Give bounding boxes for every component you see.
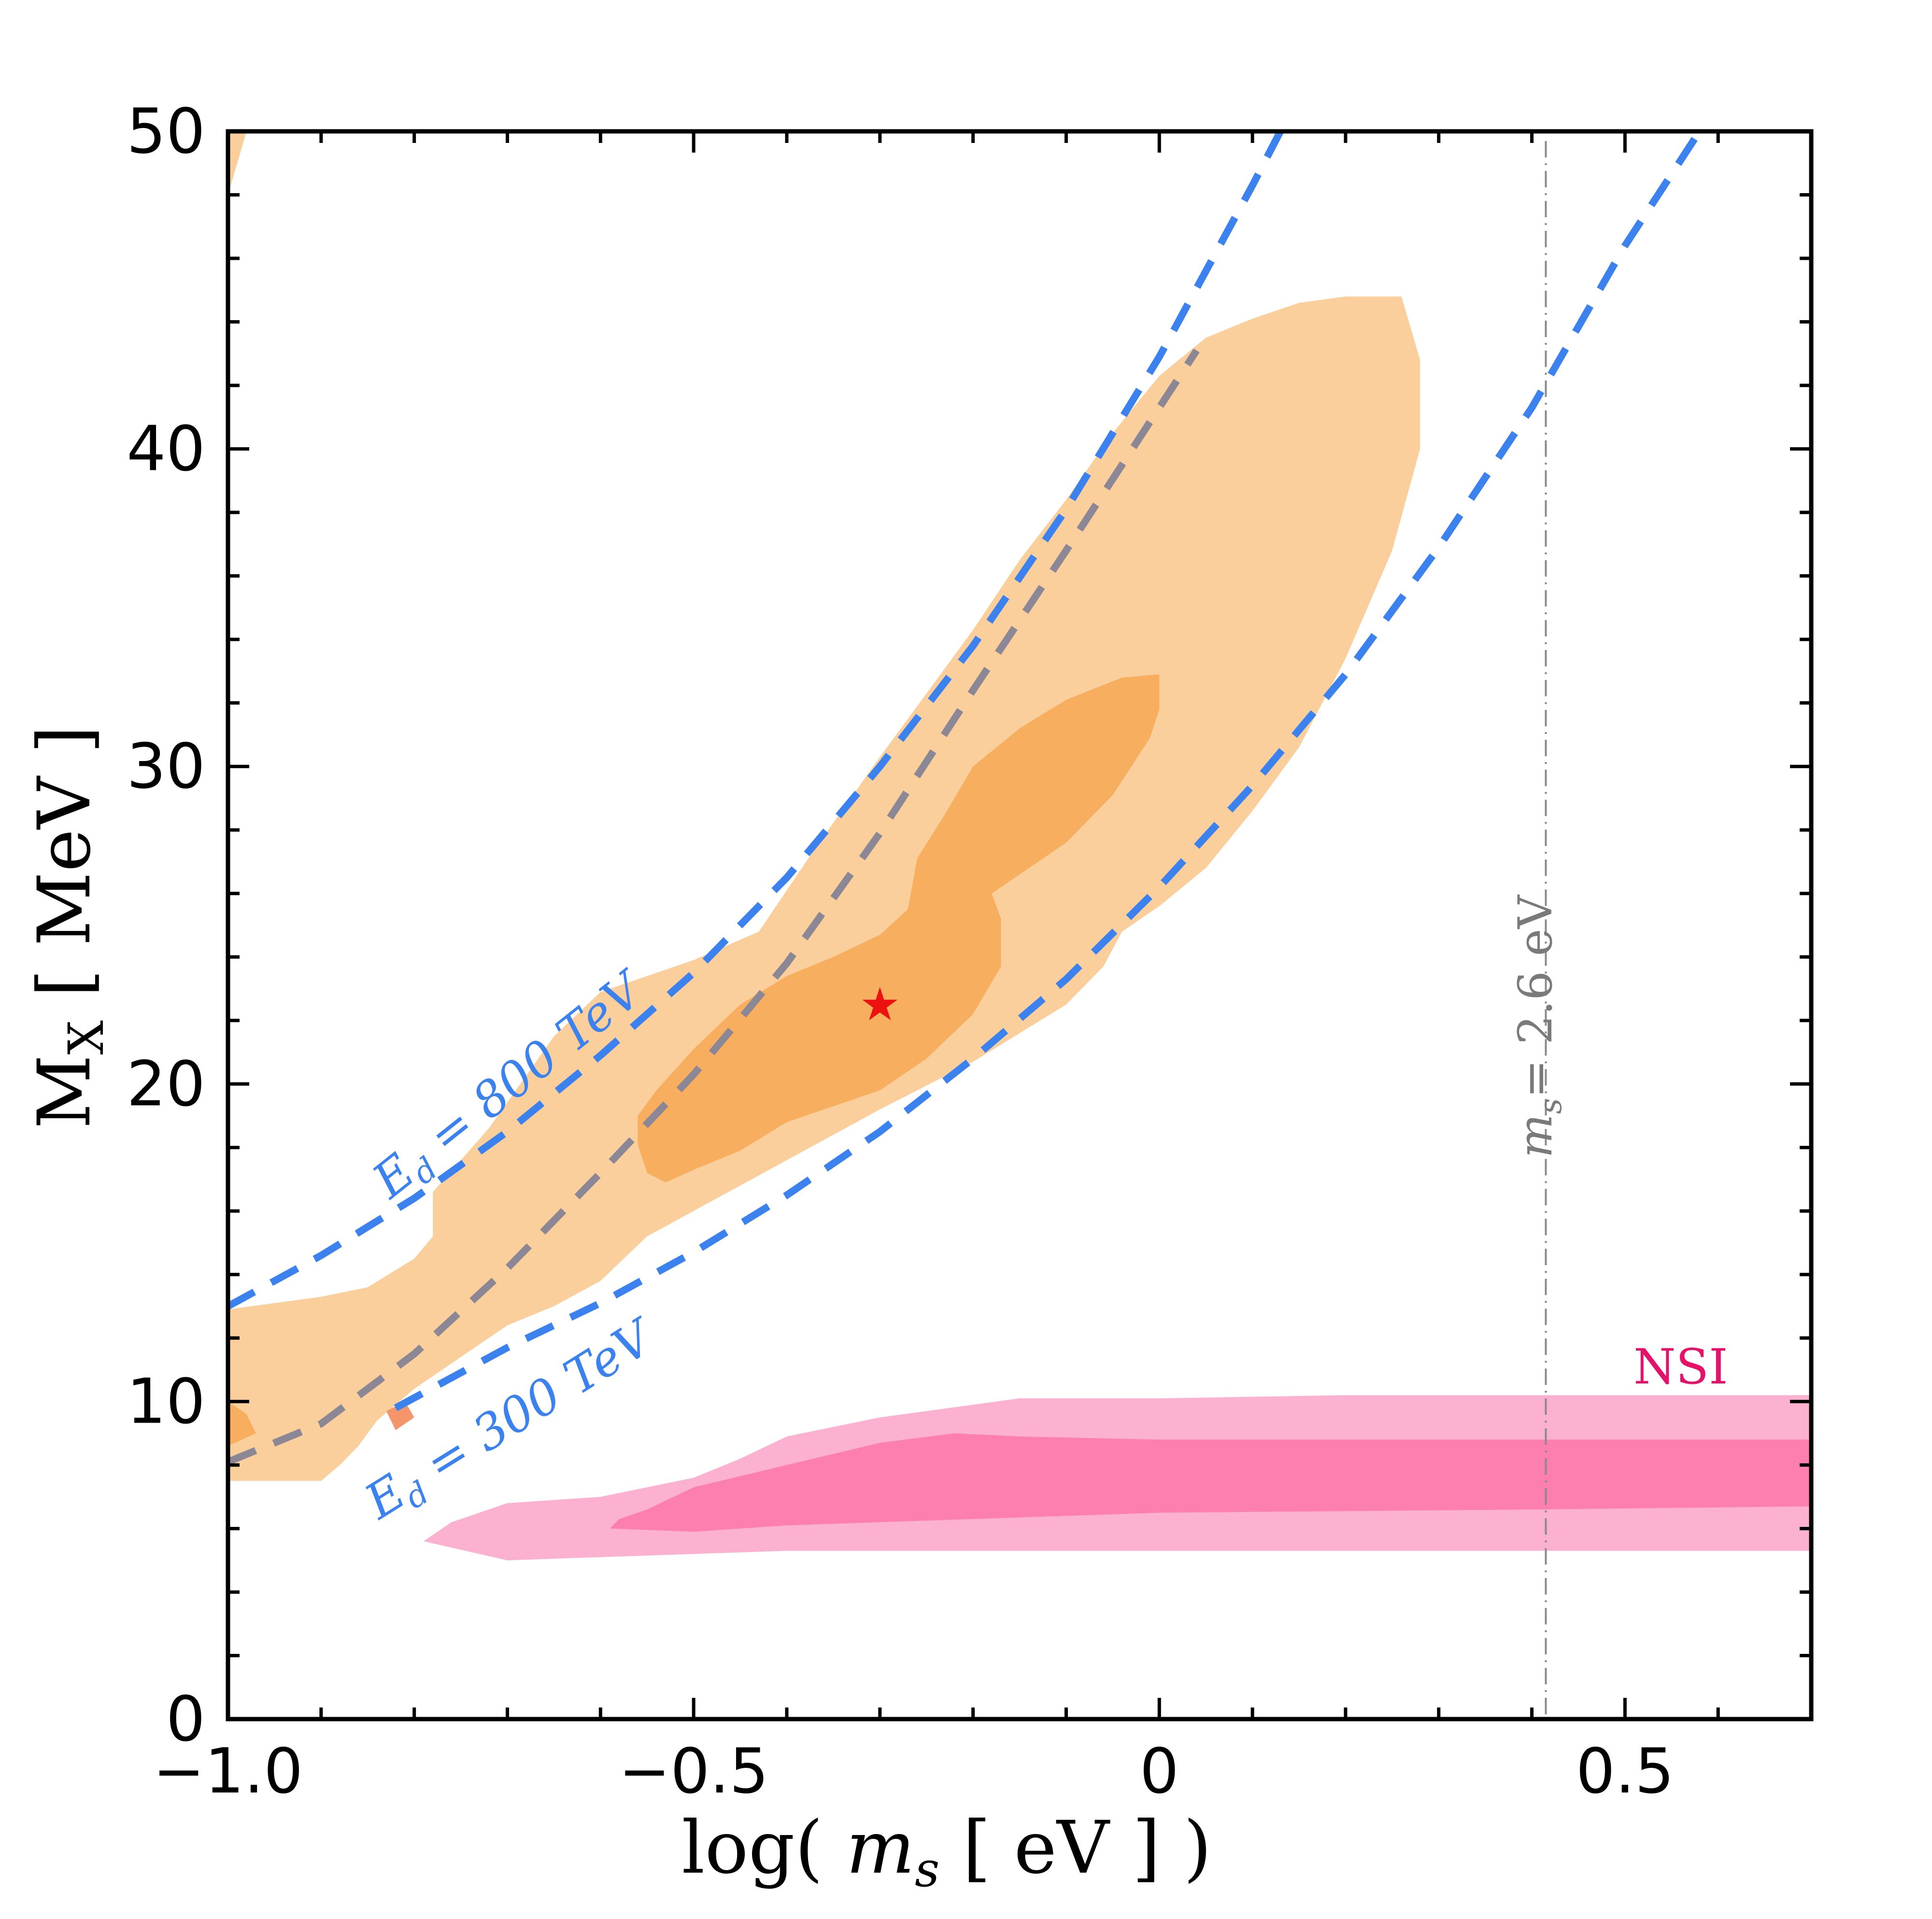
x-axis-title-open: ( bbox=[795, 1806, 846, 1890]
tick-labels: −1.0 −0.5 0 0.5 0 10 20 30 40 50 bbox=[127, 96, 1674, 1807]
nsi-label: NSI bbox=[1634, 1339, 1728, 1395]
y-axis-title: MX [ MeV ] bbox=[23, 725, 114, 1129]
x-axis-title-sub: s bbox=[915, 1841, 939, 1898]
fit-2sigma-region-1 bbox=[228, 131, 247, 195]
best-fit-trend-curve bbox=[228, 348, 1200, 1466]
x-axis-title-unit: eV bbox=[1014, 1806, 1110, 1890]
fit-2sigma-region-0 bbox=[228, 296, 1421, 1481]
x-axis-title: log( ms [ eV ] ) bbox=[682, 1806, 1212, 1898]
y-axis-title-close: ] bbox=[23, 725, 107, 776]
x-tick-label: 0 bbox=[1140, 1736, 1179, 1807]
fit-1sigma-region-0 bbox=[638, 674, 1160, 1183]
y-tick-label: 20 bbox=[127, 1048, 205, 1120]
y-tick-label: 0 bbox=[166, 1683, 205, 1755]
y-tick-label: 30 bbox=[127, 731, 205, 803]
y-axis-title-sub: X bbox=[58, 1020, 114, 1055]
vline-label-sub: s bbox=[1533, 1098, 1569, 1114]
x-tick-label: −1.0 bbox=[153, 1736, 303, 1807]
Ed-800-TeV-curve bbox=[228, 131, 1284, 1310]
y-axis-title-unit: MeV bbox=[23, 776, 107, 946]
confidence-regions bbox=[228, 131, 1811, 1561]
x-tick-label: 0.5 bbox=[1576, 1736, 1675, 1807]
x-axis-title-var: m bbox=[846, 1806, 915, 1890]
y-tick-label: 40 bbox=[127, 413, 205, 485]
x-axis-title-bracket-open: [ bbox=[939, 1806, 1014, 1890]
plot-frame bbox=[226, 129, 1814, 1721]
vline-label-text: = 2.6 eV bbox=[1508, 894, 1563, 1098]
y-tick-label: 10 bbox=[127, 1366, 205, 1438]
y-axis-title-main: M bbox=[23, 1055, 107, 1129]
x-tick-label: −0.5 bbox=[619, 1736, 769, 1807]
nsi-1sigma-region-0 bbox=[610, 1433, 1811, 1532]
vline-label: ms= 2.6 eV bbox=[1508, 894, 1569, 1158]
x-axis-title-close: ] ) bbox=[1109, 1806, 1211, 1890]
y-axis-title-bracket-open: [ bbox=[23, 946, 107, 1020]
best-fit-star-marker: ★ bbox=[859, 978, 900, 1031]
dashed-curves bbox=[228, 131, 1703, 1466]
vline-label-var: m bbox=[1508, 1114, 1563, 1158]
fit-1sigma-speck-region-0 bbox=[386, 1401, 414, 1430]
x-axis-title-func: log bbox=[682, 1806, 795, 1890]
Ed-300-TeV-curve bbox=[394, 131, 1703, 1411]
y-tick-label: 50 bbox=[127, 96, 205, 168]
fit-1sigma-region-1 bbox=[228, 1401, 256, 1446]
